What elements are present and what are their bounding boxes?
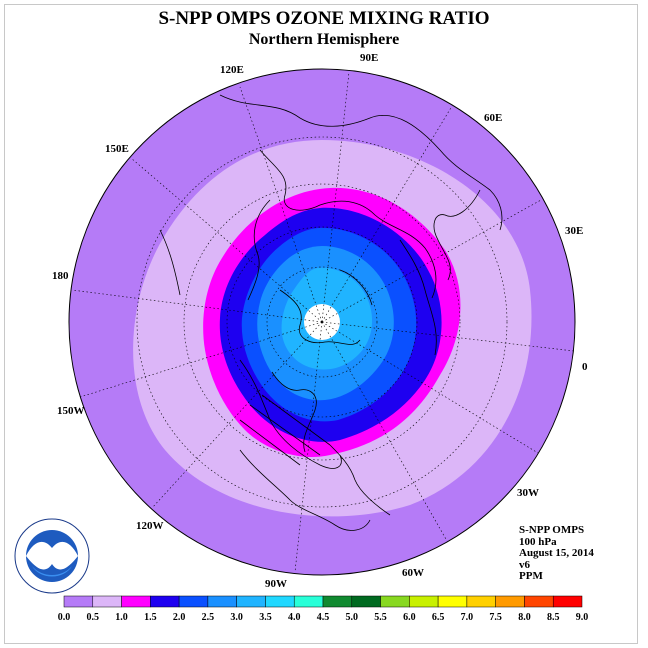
colorbar-tick-label: 4.0 — [288, 612, 301, 623]
colorbar-segment — [121, 595, 151, 608]
lon-label-90w: 90W — [265, 578, 287, 590]
colorbar-tick-label: 3.0 — [230, 612, 243, 623]
info-instrument: S-NPP OMPS — [519, 524, 585, 536]
colorbar-segment — [293, 595, 324, 608]
ozone-field — [69, 69, 575, 575]
lon-label-60e: 60E — [484, 112, 502, 124]
colorbar-tick-label: 8.0 — [518, 612, 531, 623]
lon-label-180: 180 — [52, 270, 69, 282]
colorbar-segment — [380, 595, 410, 608]
colorbar-segment — [63, 595, 94, 608]
colorbar-tick-label: 8.5 — [547, 612, 560, 623]
colorbar-segment — [437, 595, 468, 608]
map-subtitle: Northern Hemisphere — [248, 31, 400, 48]
lon-label-60w: 60W — [402, 567, 424, 579]
colorbar-tick-label: 7.0 — [461, 612, 474, 623]
colorbar-segment — [351, 595, 381, 608]
colorbar-tick-label: 2.5 — [202, 612, 215, 623]
colorbar-tick-label: 1.0 — [115, 612, 128, 623]
lon-label-120w: 120W — [136, 520, 164, 532]
noaa-logo: NOAA — [14, 518, 90, 594]
lon-label-90e: 90E — [360, 52, 378, 64]
info-version: v6 — [519, 558, 530, 571]
lon-label-150w: 150W — [57, 405, 85, 417]
colorbar-tick-label: 9.0 — [576, 612, 589, 623]
colorbar-segment — [265, 595, 295, 608]
lon-label-30w: 30W — [517, 487, 539, 499]
lon-label-30e: 30E — [565, 225, 583, 237]
info-date: August 15, 2014 — [519, 547, 594, 559]
colorbar-segment — [236, 595, 266, 608]
colorbar-tick-label: 3.5 — [259, 612, 272, 623]
globe-outline — [68, 68, 576, 576]
lon-label-150e: 150E — [105, 143, 129, 155]
map-title: S-NPP OMPS OZONE MIXING RATIO — [158, 8, 490, 29]
colorbar-segment — [409, 595, 439, 608]
colorbar-segment — [552, 595, 583, 608]
colorbar-tick-label: 0.5 — [87, 612, 100, 623]
colorbar-tick-label: 5.0 — [346, 612, 359, 623]
colorbar-tick-label: 7.5 — [489, 612, 502, 623]
colorbar-segment — [178, 595, 209, 608]
colorbar-segment — [524, 595, 554, 608]
map-info: S-NPP OMPS 100 hPa August 15, 2014 v6 PP… — [519, 524, 594, 583]
colorbar-segment — [207, 595, 237, 608]
colorbar-tick-label: 1.5 — [144, 612, 157, 623]
colorbar-tick-label: 5.5 — [374, 612, 387, 623]
colorbar: 0.0 0.5 1.0 1.5 2.0 2.5 3.0 3.5 4.0 4.5 5.0 5.5 6.0 6… — [58, 595, 589, 623]
logo-text: NOAA — [37, 550, 67, 561]
lon-label-0: 0 — [582, 361, 588, 373]
graticule — [71, 71, 575, 573]
lon-label-120e: 120E — [220, 64, 244, 76]
longitude-labels: 120E 90E 60E 150E 30E 180 0 150W 30W 120… — [52, 52, 588, 590]
figure-border — [4, 4, 638, 644]
colorbar-tick-label: 0.0 — [58, 612, 71, 623]
colorbar-tick-label: 4.5 — [317, 612, 330, 623]
colorbar-segment — [150, 595, 180, 608]
colorbar-tick-label: 6.0 — [403, 612, 416, 623]
coastlines — [159, 94, 503, 531]
colorbar-segment — [495, 595, 525, 608]
colorbar-segment — [92, 595, 122, 608]
colorbar-tick-label: 2.0 — [173, 612, 186, 623]
colorbar-segment — [466, 595, 496, 608]
info-level: 100 hPa — [519, 535, 557, 548]
info-units: PPM — [519, 570, 543, 582]
colorbar-tick-label: 6.5 — [432, 612, 445, 623]
colorbar-segment — [322, 595, 353, 608]
